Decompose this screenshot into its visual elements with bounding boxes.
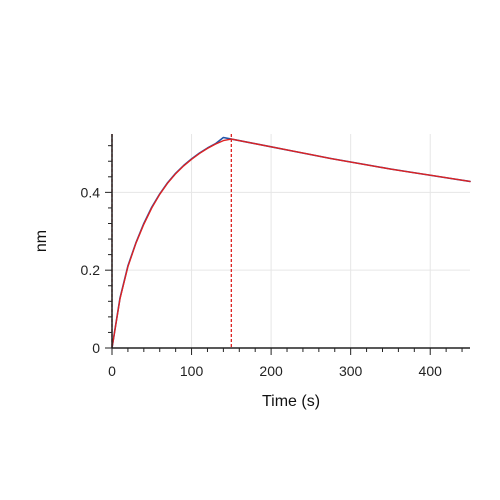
measured-series-line (111, 136, 471, 349)
grid (112, 134, 470, 348)
y-tick-label: 0.4 (81, 184, 101, 200)
x-tick-label: 200 (259, 363, 283, 379)
x-tick-label: 0 (108, 363, 116, 379)
series-group (111, 136, 471, 349)
reference-lines (111, 134, 232, 348)
y-tick-label: 0.2 (81, 262, 101, 278)
x-tick-label: 300 (339, 363, 363, 379)
fit-series-line (111, 138, 471, 349)
x-axis-title: Time (s) (262, 393, 320, 410)
y-tick-label: 0 (92, 340, 100, 356)
y-axis-title: nm (33, 230, 50, 252)
x-tick-label: 100 (180, 363, 204, 379)
axes (111, 134, 470, 349)
ticks: 0 100 200 300 400 0 0.2 0.4 (81, 145, 463, 379)
x-tick-label: 400 (419, 363, 443, 379)
